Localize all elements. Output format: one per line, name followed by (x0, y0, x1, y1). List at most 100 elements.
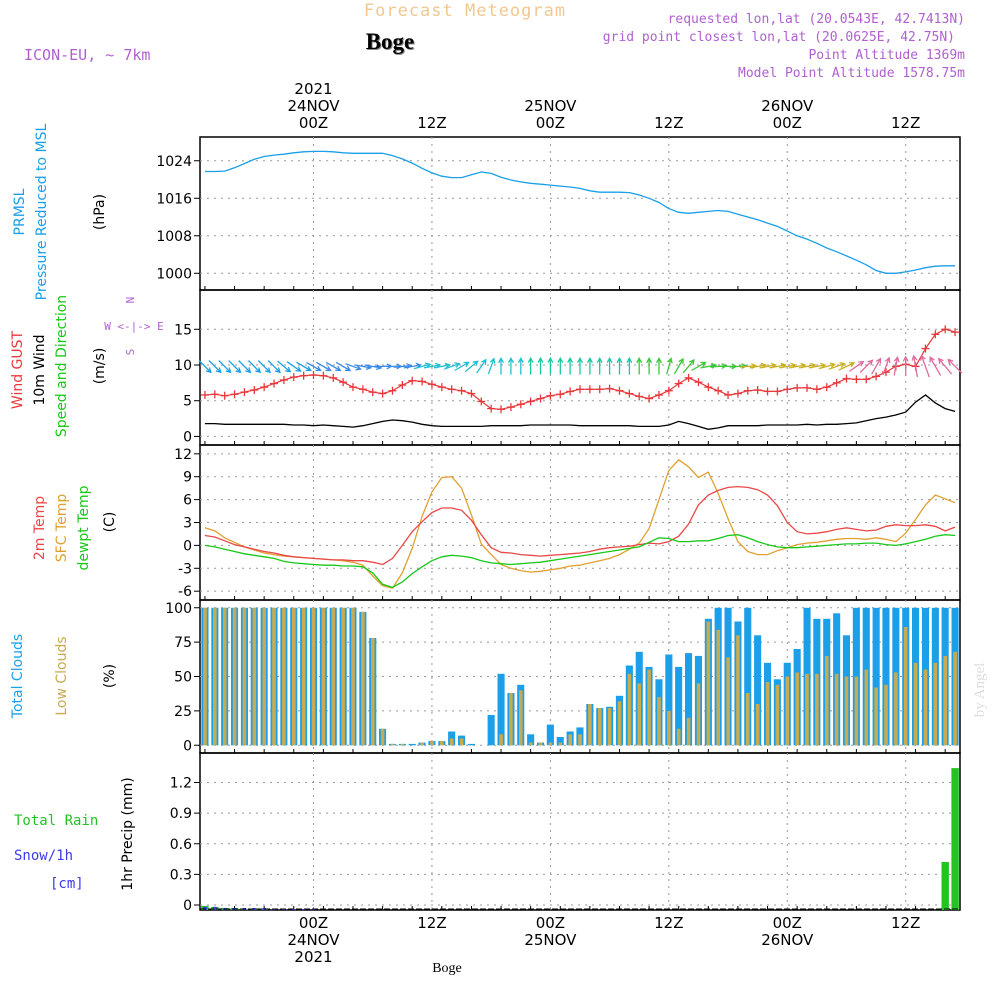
low-cloud-bar (578, 734, 582, 746)
wind-arrow (779, 364, 796, 369)
low-cloud-bar (380, 728, 385, 746)
wind-arrow-head (849, 361, 856, 368)
wind-arrow (788, 364, 806, 369)
wind-arrow-head (567, 356, 574, 363)
wind-arrow (818, 363, 835, 370)
wind-arrow (838, 362, 855, 371)
low-cloud-bar (341, 607, 345, 746)
wind-arrow (423, 364, 441, 369)
low-cloud-bar (449, 738, 454, 746)
low-cloud-bar (242, 607, 247, 746)
wind-arrow (267, 360, 281, 373)
total-cloud-bar (665, 654, 673, 746)
wind-arrow-head (920, 354, 926, 361)
wind-arrow-head (741, 363, 748, 370)
low-cloud-bar (509, 693, 513, 746)
ytick-label: 0.6 (170, 837, 192, 853)
time-label-top: 12Z (891, 114, 920, 132)
ytick-label: 0 (183, 898, 192, 914)
wind-arrow (871, 358, 882, 375)
time-label-top: 2021 (294, 80, 332, 98)
wind-arrow (673, 358, 684, 375)
wind-arrow-head (454, 362, 461, 368)
wind-unit-label: (m/s) (92, 348, 108, 385)
wind-arrow (769, 364, 786, 369)
low-cloud-bar (331, 607, 336, 746)
total-cloud-bar (882, 607, 890, 746)
total-cloud-bar (675, 666, 683, 746)
snow-label: Snow/1h (14, 848, 73, 864)
low-cloud-bar (834, 673, 839, 746)
low-cloud-bar (282, 607, 286, 746)
wind-arrow-head (937, 357, 944, 364)
ytick-label: 25 (174, 704, 192, 720)
wind-arrow-head (689, 358, 695, 366)
snow-bar (252, 908, 257, 910)
wind-arrow (739, 365, 756, 368)
wind-arrow (798, 364, 816, 369)
low-cloud-bar (538, 742, 543, 746)
wind-arrow (345, 363, 361, 370)
wind-arrow-head (547, 356, 554, 363)
wind-arrow-head (646, 357, 653, 364)
low-cloud-bar (558, 742, 563, 746)
wind-arrow (413, 363, 431, 370)
low-cloud-bar (815, 673, 819, 746)
wind-arrow-head (444, 362, 452, 369)
ytick-label: 12 (174, 447, 192, 463)
time-label: 2021 (294, 948, 332, 966)
ytick-label: 75 (174, 635, 192, 651)
ytick-label: 15 (174, 322, 192, 338)
wind-arrow-head (586, 356, 593, 364)
wind-arrow (325, 361, 341, 372)
wind-arrow (920, 355, 930, 378)
wind-arrow-head (517, 356, 524, 364)
low-cloud-bar (785, 676, 790, 746)
plot-layer: 1000100810161024051015-6-303691202550751… (156, 80, 963, 966)
low-clouds-label: Low Clouds (54, 636, 70, 715)
ytick-label: 1.2 (170, 776, 192, 792)
low-cloud-bar (351, 607, 355, 746)
low-cloud-bar (588, 704, 592, 746)
ytick-label: 1024 (156, 154, 192, 170)
wind-arrow-head (596, 356, 603, 364)
wind-arrow (828, 362, 845, 370)
low-cloud-bar (913, 662, 918, 746)
wind-arrow (913, 355, 919, 378)
wind-arrow (286, 361, 301, 372)
wind-arrow-head (700, 361, 707, 368)
wind-arrow-head (215, 367, 222, 374)
low-cloud-bar (528, 742, 533, 746)
wind-arrow (335, 361, 351, 372)
wind-arrow-head (335, 365, 342, 372)
wind-arrow-head (345, 365, 352, 372)
wind-arrow (859, 359, 873, 373)
wind-arrow (218, 360, 231, 373)
wind-arrow-head (667, 357, 673, 364)
wind-arrow-head (839, 362, 846, 368)
wind-arrow-head (463, 361, 470, 368)
low-cloud-bar (262, 607, 266, 746)
low-cloud-bar (894, 672, 898, 746)
ytick-label: 0.3 (170, 867, 192, 883)
wind-arrow (729, 365, 747, 368)
wind-arrow-head (557, 356, 564, 363)
low-cloud-bar (933, 662, 938, 746)
dew-label: dewpt Temp (76, 485, 92, 570)
low-cloud-bar (795, 672, 799, 746)
low-cloud-bar (232, 607, 237, 746)
total-cloud-bar (497, 673, 505, 746)
prmsl-unit-label: (hPa) (92, 194, 108, 230)
wind-arrow (277, 360, 291, 373)
low-cloud-bar (864, 669, 869, 746)
point-altitude: Point Altitude 1369m (808, 48, 965, 63)
wind-arrow-head (498, 356, 504, 364)
low-cloud-bar (519, 690, 523, 746)
ytick-label: 1008 (156, 229, 192, 245)
cloud-unit-label: (%) (102, 664, 118, 688)
wind-arrow (893, 357, 899, 376)
wind-arrow-head (577, 356, 583, 364)
low-cloud-bar (390, 743, 395, 746)
footer-location: Boge (432, 961, 462, 976)
wind-arrow-head (315, 365, 322, 372)
